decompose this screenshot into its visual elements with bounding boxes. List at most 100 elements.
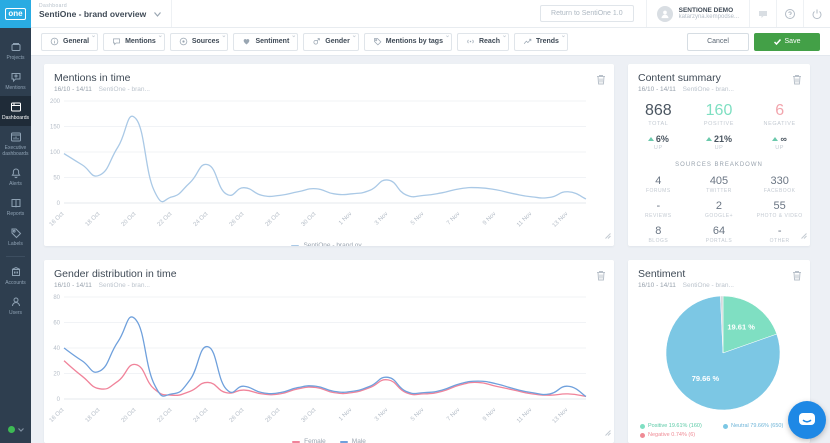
help-button[interactable] xyxy=(776,0,803,27)
x-axis-label: 9 Nov xyxy=(482,211,497,226)
legend-item-positive[interactable]: Positive 19.61% (160) xyxy=(640,423,723,429)
question-mark-icon xyxy=(785,8,795,19)
panel-gender-distribution: Gender distribution in time 16/10 - 14/1… xyxy=(44,260,614,443)
gender-distribution-in-time-svg: 0 20 40 60 80 16 Oct 18 Oct 20 Oct 22 Oct 24 Oct 2… xyxy=(49,295,587,425)
delete-widget-button[interactable] xyxy=(596,72,606,90)
chevron-down-icon: ⌄ xyxy=(560,32,566,39)
user-menu[interactable]: SENTIONE DEMO katarzyna.kempodse... xyxy=(645,0,749,27)
trend-negative: ∞ UP xyxy=(749,134,810,151)
sources-breakdown-header: SOURCES BREAKDOWN xyxy=(675,162,763,168)
project-name: SentiOne - bran... xyxy=(682,86,734,93)
dashboard-name: SentiOne - brand overview xyxy=(39,9,147,19)
save-label: Save xyxy=(784,38,801,45)
delete-widget-button[interactable] xyxy=(596,268,606,286)
widget-chip-sentiment[interactable]: Sentiment ⌄ xyxy=(233,32,299,51)
x-axis-label: 9 Nov xyxy=(482,407,497,422)
target-icon xyxy=(179,37,188,46)
sources-grid: 4 FORUMS 405 TWITTER 330 FACEBOOK - REVIEWS … xyxy=(628,175,810,244)
dashboard-selector[interactable]: Dashboard SentiOne - brand overview xyxy=(31,0,173,27)
x-axis-label: 20 Oct xyxy=(121,407,138,424)
alerts-icon xyxy=(10,168,21,179)
logout-button[interactable] xyxy=(803,0,830,27)
x-axis-label: 28 Oct xyxy=(265,211,282,228)
legend-marker xyxy=(292,440,301,443)
panel-title: Mentions in time xyxy=(54,72,131,84)
source-forums: 4 FORUMS xyxy=(645,175,671,194)
source-facebook: 330 FACEBOOK xyxy=(763,175,796,194)
arrow-up-icon xyxy=(647,137,654,141)
resize-handle[interactable] xyxy=(605,423,611,441)
sidebar-item-projects[interactable]: Projects xyxy=(0,36,31,66)
x-axis-label: 13 Nov xyxy=(552,211,570,229)
resize-handle[interactable] xyxy=(801,226,807,244)
dashboard-selector-label: Dashboard xyxy=(39,3,68,9)
widget-chip-reach[interactable]: Reach ⌄ xyxy=(456,32,509,51)
return-to-sentione-button[interactable]: Return to SentiOne 1.0 xyxy=(540,5,634,22)
legend-item-neutral[interactable]: Neutral 79.66% (650) xyxy=(723,423,806,429)
y-axis-label: 0 xyxy=(57,397,61,403)
source-blogs: 8 BLOGS xyxy=(648,225,669,244)
trash-icon xyxy=(597,271,605,281)
y-axis-label: 100 xyxy=(50,150,61,156)
pie-slice-negative[interactable] xyxy=(720,295,724,354)
widget-chip-mentions[interactable]: Mentions ⌄ xyxy=(103,32,165,51)
sidebar-item-labels[interactable]: Labels xyxy=(0,222,31,252)
chevron-down-icon xyxy=(17,427,24,432)
legend-item[interactable]: SentiOne - brand ov... xyxy=(291,242,367,246)
sidebar-item-users[interactable]: Users xyxy=(0,291,31,321)
panel-mentions-in-time: Mentions in time 16/10 - 14/11 SentiOne … xyxy=(44,64,614,246)
sidebar-item-mentions[interactable]: Mentions xyxy=(0,66,31,96)
sentione-logo[interactable]: one xyxy=(0,0,31,28)
y-axis-label: 40 xyxy=(53,346,60,352)
avatar xyxy=(656,5,673,22)
sidebar-item-label: Users xyxy=(8,310,23,316)
x-axis-label: 26 Oct xyxy=(229,211,246,228)
y-axis-label: 80 xyxy=(53,295,60,301)
x-axis-label: 16 Oct xyxy=(49,211,66,228)
y-axis-label: 200 xyxy=(50,99,61,105)
trends-row: 6% UP 21% UP ∞ UP xyxy=(628,134,810,151)
sidebar-item-executive-dashboards[interactable]: Executive dashboards xyxy=(0,126,31,162)
widget-chip-gender[interactable]: Gender ⌄ xyxy=(303,32,359,51)
x-axis-label: 22 Oct xyxy=(157,407,174,424)
status-indicator[interactable] xyxy=(0,426,31,443)
widget-chip-general[interactable]: General ⌄ xyxy=(41,32,99,51)
legend-item[interactable]: Male xyxy=(339,438,366,443)
save-button[interactable]: Save xyxy=(754,32,820,51)
resize-handle[interactable] xyxy=(605,226,611,244)
sidebar-item-label: Projects xyxy=(6,55,25,61)
legend-label: SentiOne - brand ov... xyxy=(303,242,367,246)
legend-item-negative[interactable]: Negative 0.74% (6) xyxy=(640,432,723,438)
gender-icon xyxy=(313,38,321,45)
cancel-button[interactable]: Cancel xyxy=(687,32,749,51)
x-axis-label: 5 Nov xyxy=(410,407,425,422)
sidebar-item-alerts[interactable]: Alerts xyxy=(0,162,31,192)
series-line-female xyxy=(63,360,587,398)
topbar-right: Return to SentiOne 1.0 SENTIONE DEMO kat… xyxy=(540,0,830,27)
live-chat-fab[interactable] xyxy=(788,401,826,439)
sidebar-item-accounts[interactable]: Accounts xyxy=(0,261,31,291)
x-axis-label: 18 Oct xyxy=(85,211,102,228)
widget-chip-sources[interactable]: Sources ⌄ xyxy=(169,32,229,51)
widget-chip-trends[interactable]: Trends ⌄ xyxy=(514,32,568,51)
source-twitter: 405 TWITTER xyxy=(706,175,732,194)
delete-widget-button[interactable] xyxy=(792,268,802,286)
panel-subtitle: 16/10 - 14/11 SentiOne - bran... xyxy=(54,86,604,93)
x-axis-label: 20 Oct xyxy=(121,211,138,228)
x-axis-label: 22 Oct xyxy=(157,211,174,228)
sidebar-item-dashboards[interactable]: Dashboards xyxy=(0,96,31,126)
x-axis-label: 11 Nov xyxy=(516,407,533,424)
y-axis-label: 150 xyxy=(50,125,61,131)
mentions-chart-legend: SentiOne - brand ov... xyxy=(44,242,614,246)
chat-widget-icon xyxy=(799,413,815,425)
sidebar-item-label: Accounts xyxy=(5,280,26,286)
chat-button[interactable] xyxy=(749,0,776,27)
dashboard-grid: Mentions in time 16/10 - 14/11 SentiOne … xyxy=(31,56,830,443)
legend-item[interactable]: Female xyxy=(292,438,326,443)
sidebar-item-reports[interactable]: Reports xyxy=(0,192,31,222)
legend-label: Positive 19.61% (160) xyxy=(648,423,702,429)
online-status-dot xyxy=(7,426,15,433)
delete-widget-button[interactable] xyxy=(792,72,802,90)
trash-icon xyxy=(793,271,801,281)
widget-chip-mentions-by-tags[interactable]: Mentions by tags ⌄ xyxy=(363,32,452,51)
